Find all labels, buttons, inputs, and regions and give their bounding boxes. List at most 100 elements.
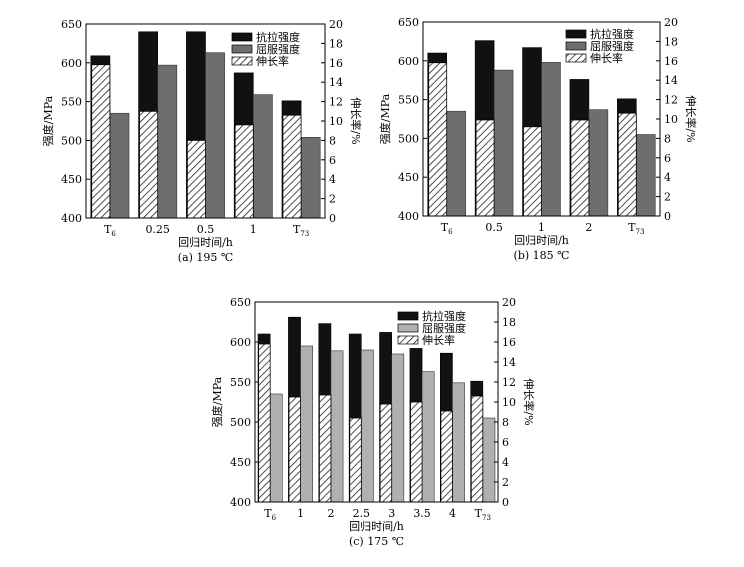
y2-axis-label: 伸长率/% bbox=[684, 95, 698, 142]
y2-tick-label: 2 bbox=[502, 476, 509, 489]
y-tick-label: 400 bbox=[398, 210, 419, 223]
yield-bar bbox=[253, 94, 273, 219]
x-tick-label: 2 bbox=[327, 507, 334, 520]
legend-entry: 伸长率 bbox=[590, 51, 623, 65]
elongation-bar bbox=[258, 343, 271, 503]
y2-tick-label: 8 bbox=[664, 132, 671, 145]
yield-bar bbox=[635, 134, 656, 217]
elongation-bar bbox=[523, 126, 542, 217]
legend-swatch bbox=[397, 335, 419, 345]
y-axis-label: 强度/MPa bbox=[378, 93, 392, 144]
y2-tick-label: 4 bbox=[502, 456, 509, 469]
legend-entry: 屈服强度 bbox=[256, 42, 300, 56]
elongation-bar bbox=[379, 403, 393, 503]
y2-tick-label: 0 bbox=[502, 496, 509, 509]
elongation-bar bbox=[475, 119, 495, 217]
x-tick-label: T6 bbox=[441, 221, 453, 236]
y2-tick-label: 0 bbox=[329, 212, 336, 225]
x-axis-label: 回归时间/h bbox=[178, 235, 233, 249]
x-tick-label: 3 bbox=[388, 507, 395, 520]
yield-bar bbox=[330, 350, 344, 503]
yield-bar bbox=[300, 136, 321, 219]
legend-entry: 伸长率 bbox=[422, 333, 455, 347]
y2-tick-label: 14 bbox=[664, 74, 678, 87]
legend-swatch bbox=[397, 323, 419, 333]
y-axis-label: 强度/MPa bbox=[41, 95, 55, 146]
y2-tick-label: 20 bbox=[329, 18, 343, 31]
y-tick-label: 450 bbox=[398, 171, 419, 184]
x-axis-label: 回归时间/h bbox=[514, 233, 569, 247]
x-tick-label: T6 bbox=[104, 223, 116, 238]
y-axis-label: 强度/MPa bbox=[210, 376, 224, 427]
chart-caption: (a) 195 ℃ bbox=[178, 251, 233, 264]
yield-bar bbox=[588, 109, 609, 217]
yield-bar bbox=[541, 62, 561, 217]
y2-tick-label: 16 bbox=[664, 55, 678, 68]
y2-tick-label: 6 bbox=[329, 154, 336, 167]
legend-swatch bbox=[565, 53, 587, 63]
x-tick-label: 2 bbox=[585, 221, 592, 234]
yield-bar bbox=[300, 345, 314, 503]
yield-bar bbox=[452, 382, 465, 503]
y2-tick-label: 12 bbox=[664, 94, 678, 107]
y2-tick-label: 14 bbox=[329, 76, 343, 89]
y-tick-label: 450 bbox=[61, 173, 82, 186]
y2-tick-label: 12 bbox=[502, 376, 516, 389]
y2-tick-label: 8 bbox=[329, 134, 336, 147]
elongation-bar bbox=[139, 110, 159, 219]
y2-tick-label: 16 bbox=[329, 57, 343, 70]
legend-entry: 屈服强度 bbox=[422, 321, 466, 335]
y-tick-label: 650 bbox=[61, 18, 82, 31]
y2-tick-label: 16 bbox=[502, 336, 516, 349]
chart-1: T6 0.25 0.5 1 T73 400 450 500 550 600 650 0 2 4 6 8 10 12… bbox=[41, 18, 363, 264]
yield-bar bbox=[269, 393, 283, 503]
y-tick-label: 500 bbox=[61, 134, 82, 147]
y2-tick-label: 20 bbox=[502, 296, 516, 309]
y2-tick-label: 10 bbox=[329, 115, 343, 128]
y-tick-label: 600 bbox=[398, 55, 419, 68]
legend-swatch bbox=[565, 29, 587, 39]
yield-bar bbox=[482, 417, 496, 503]
y2-tick-label: 0 bbox=[664, 210, 671, 223]
y2-axis-label: 伸长率/% bbox=[522, 378, 536, 425]
x-tick-label: 4 bbox=[449, 507, 456, 520]
x-tick-label: 0.25 bbox=[145, 223, 170, 236]
y2-tick-label: 2 bbox=[329, 193, 336, 206]
legend-entry: 伸长率 bbox=[256, 54, 289, 68]
y-tick-label: 450 bbox=[230, 456, 251, 469]
y-tick-label: 650 bbox=[230, 296, 251, 309]
yield-bar bbox=[361, 349, 374, 503]
y-tick-label: 500 bbox=[398, 132, 419, 145]
y2-tick-label: 6 bbox=[502, 436, 509, 449]
y-tick-label: 600 bbox=[230, 336, 251, 349]
chart-3: T6 1 2 2.5 3 3.5 4 T734004505005506006500246810… bbox=[210, 296, 536, 548]
x-tick-label: 2.5 bbox=[353, 507, 371, 520]
x-tick-label: T73 bbox=[293, 223, 309, 238]
y-tick-label: 550 bbox=[61, 96, 82, 109]
chart-caption: (b) 185 ℃ bbox=[514, 249, 570, 262]
x-tick-label: 3.5 bbox=[413, 507, 431, 520]
elongation-bar bbox=[617, 112, 637, 217]
y2-tick-label: 10 bbox=[502, 396, 516, 409]
y-tick-label: 550 bbox=[230, 376, 251, 389]
legend-entry: 抗拉强度 bbox=[422, 309, 466, 323]
y2-tick-label: 14 bbox=[502, 356, 516, 369]
yield-bar bbox=[109, 112, 130, 219]
elongation-bar bbox=[440, 410, 453, 503]
yield-bar bbox=[205, 52, 225, 219]
elongation-bar bbox=[234, 124, 254, 219]
y2-tick-label: 6 bbox=[664, 152, 671, 165]
elongation-bar bbox=[349, 417, 362, 503]
y-tick-label: 650 bbox=[398, 16, 419, 29]
yield-bar bbox=[446, 110, 466, 217]
x-tick-label: 1 bbox=[297, 507, 304, 520]
y2-tick-label: 4 bbox=[664, 171, 671, 184]
x-tick-label: 1 bbox=[538, 221, 545, 234]
y2-tick-label: 20 bbox=[664, 16, 678, 29]
y-tick-label: 500 bbox=[230, 416, 251, 429]
y-tick-label: 600 bbox=[61, 57, 82, 70]
y2-tick-label: 12 bbox=[329, 96, 343, 109]
y2-tick-label: 8 bbox=[502, 416, 509, 429]
legend-swatch bbox=[231, 44, 253, 54]
yield-bar bbox=[493, 69, 514, 217]
